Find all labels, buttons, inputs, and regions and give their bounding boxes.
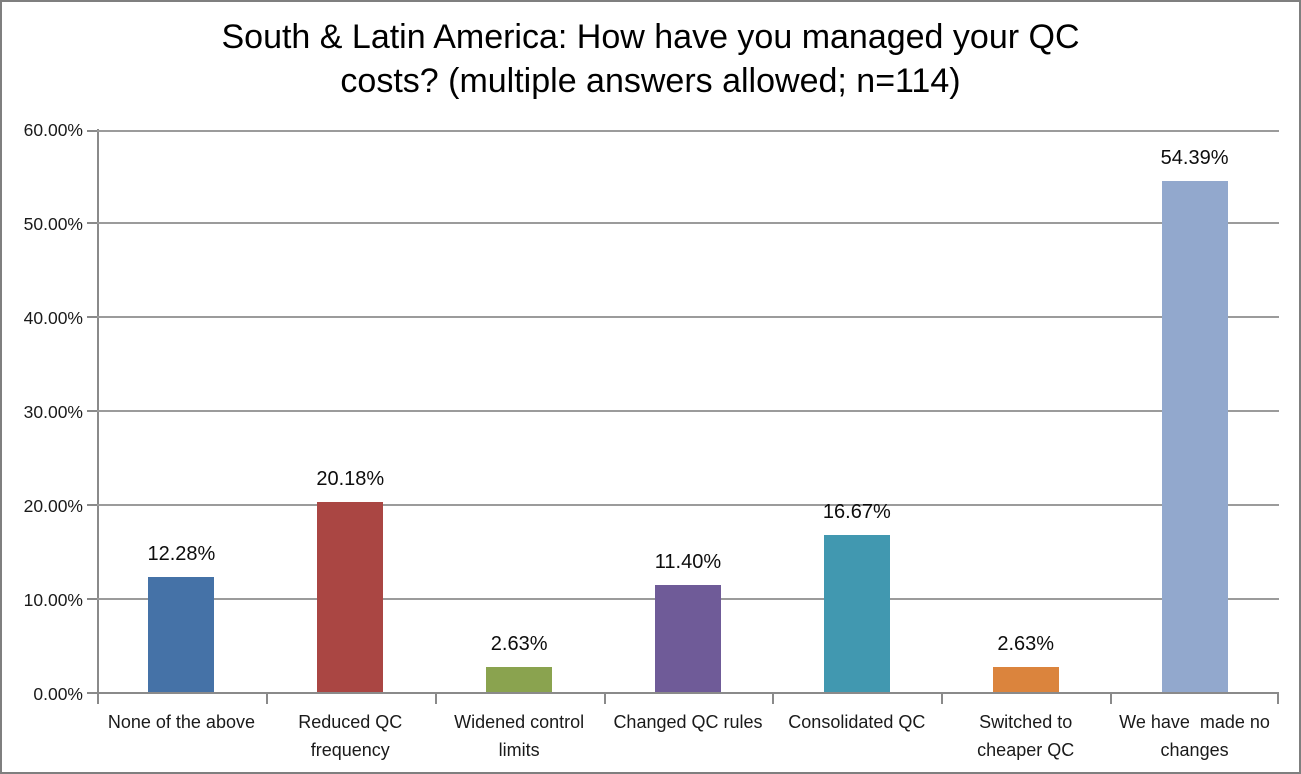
bar [823, 535, 890, 692]
y-tick-label: 20.00% [23, 496, 83, 516]
bar-value-label: 11.40% [654, 550, 722, 573]
category-label: We have made no changes [1119, 712, 1270, 760]
y-tick-mark [87, 222, 97, 224]
bar-value-label: 2.63% [997, 633, 1055, 656]
gridline [97, 504, 1279, 506]
chart-title-line-2: costs? (multiple answers allowed; n=114) [340, 62, 961, 100]
plot-area: 0.00% 10.00% 20.00% 30.00% 40.00% 50.00% 60.00… [24, 120, 1279, 760]
y-tick-label: 10.00% [23, 590, 83, 610]
y-tick-label: 0.00% [33, 684, 83, 704]
y-tick-mark [87, 598, 97, 600]
category-label: Consolidated QC [788, 712, 926, 732]
bar [317, 502, 384, 692]
x-tick-mark [97, 694, 99, 704]
x-tick-mark [603, 694, 606, 704]
y-tick-mark [87, 410, 97, 412]
y-tick-mark [87, 692, 97, 694]
chart-title: South & Latin America: How have you mana… [2, 15, 1299, 103]
gridline [97, 410, 1279, 412]
x-tick-mark [941, 694, 944, 704]
y-tick-label: 40.00% [23, 308, 83, 328]
gridline [97, 316, 1279, 318]
category-label: Widened control limits [454, 712, 585, 760]
category-label: Reduced QC frequency [298, 712, 403, 760]
x-tick-mark [1277, 694, 1279, 704]
bar [486, 667, 553, 692]
y-tick-mark [87, 504, 97, 506]
x-tick-mark [772, 694, 775, 704]
category-label: Changed QC rules [613, 712, 763, 732]
y-tick-label: 50.00% [23, 214, 83, 234]
gridline [97, 130, 1279, 132]
category-label: Switched to cheaper QC [977, 712, 1075, 760]
bar-value-label: 2.63% [490, 633, 548, 656]
x-tick-mark [1110, 694, 1113, 704]
bar-value-label: 16.67% [822, 501, 891, 524]
bar [148, 576, 215, 692]
bar [1161, 180, 1228, 692]
y-tick-label: 30.00% [23, 402, 83, 422]
category-label: None of the above [107, 712, 255, 732]
bar-value-label: 20.18% [316, 468, 385, 491]
chart-title-line-1: South & Latin America: How have you mana… [221, 18, 1080, 56]
y-tick-mark [87, 130, 97, 132]
y-tick-mark [87, 316, 97, 318]
bar [992, 667, 1059, 692]
bar-value-label: 12.28% [147, 542, 216, 565]
bar [655, 584, 721, 692]
x-tick-mark [434, 694, 437, 704]
y-tick-label: 60.00% [23, 120, 83, 140]
x-axis-line [97, 692, 1279, 694]
x-tick-mark [265, 694, 268, 704]
gridline [97, 222, 1279, 224]
bar-value-label: 54.39% [1160, 146, 1229, 169]
